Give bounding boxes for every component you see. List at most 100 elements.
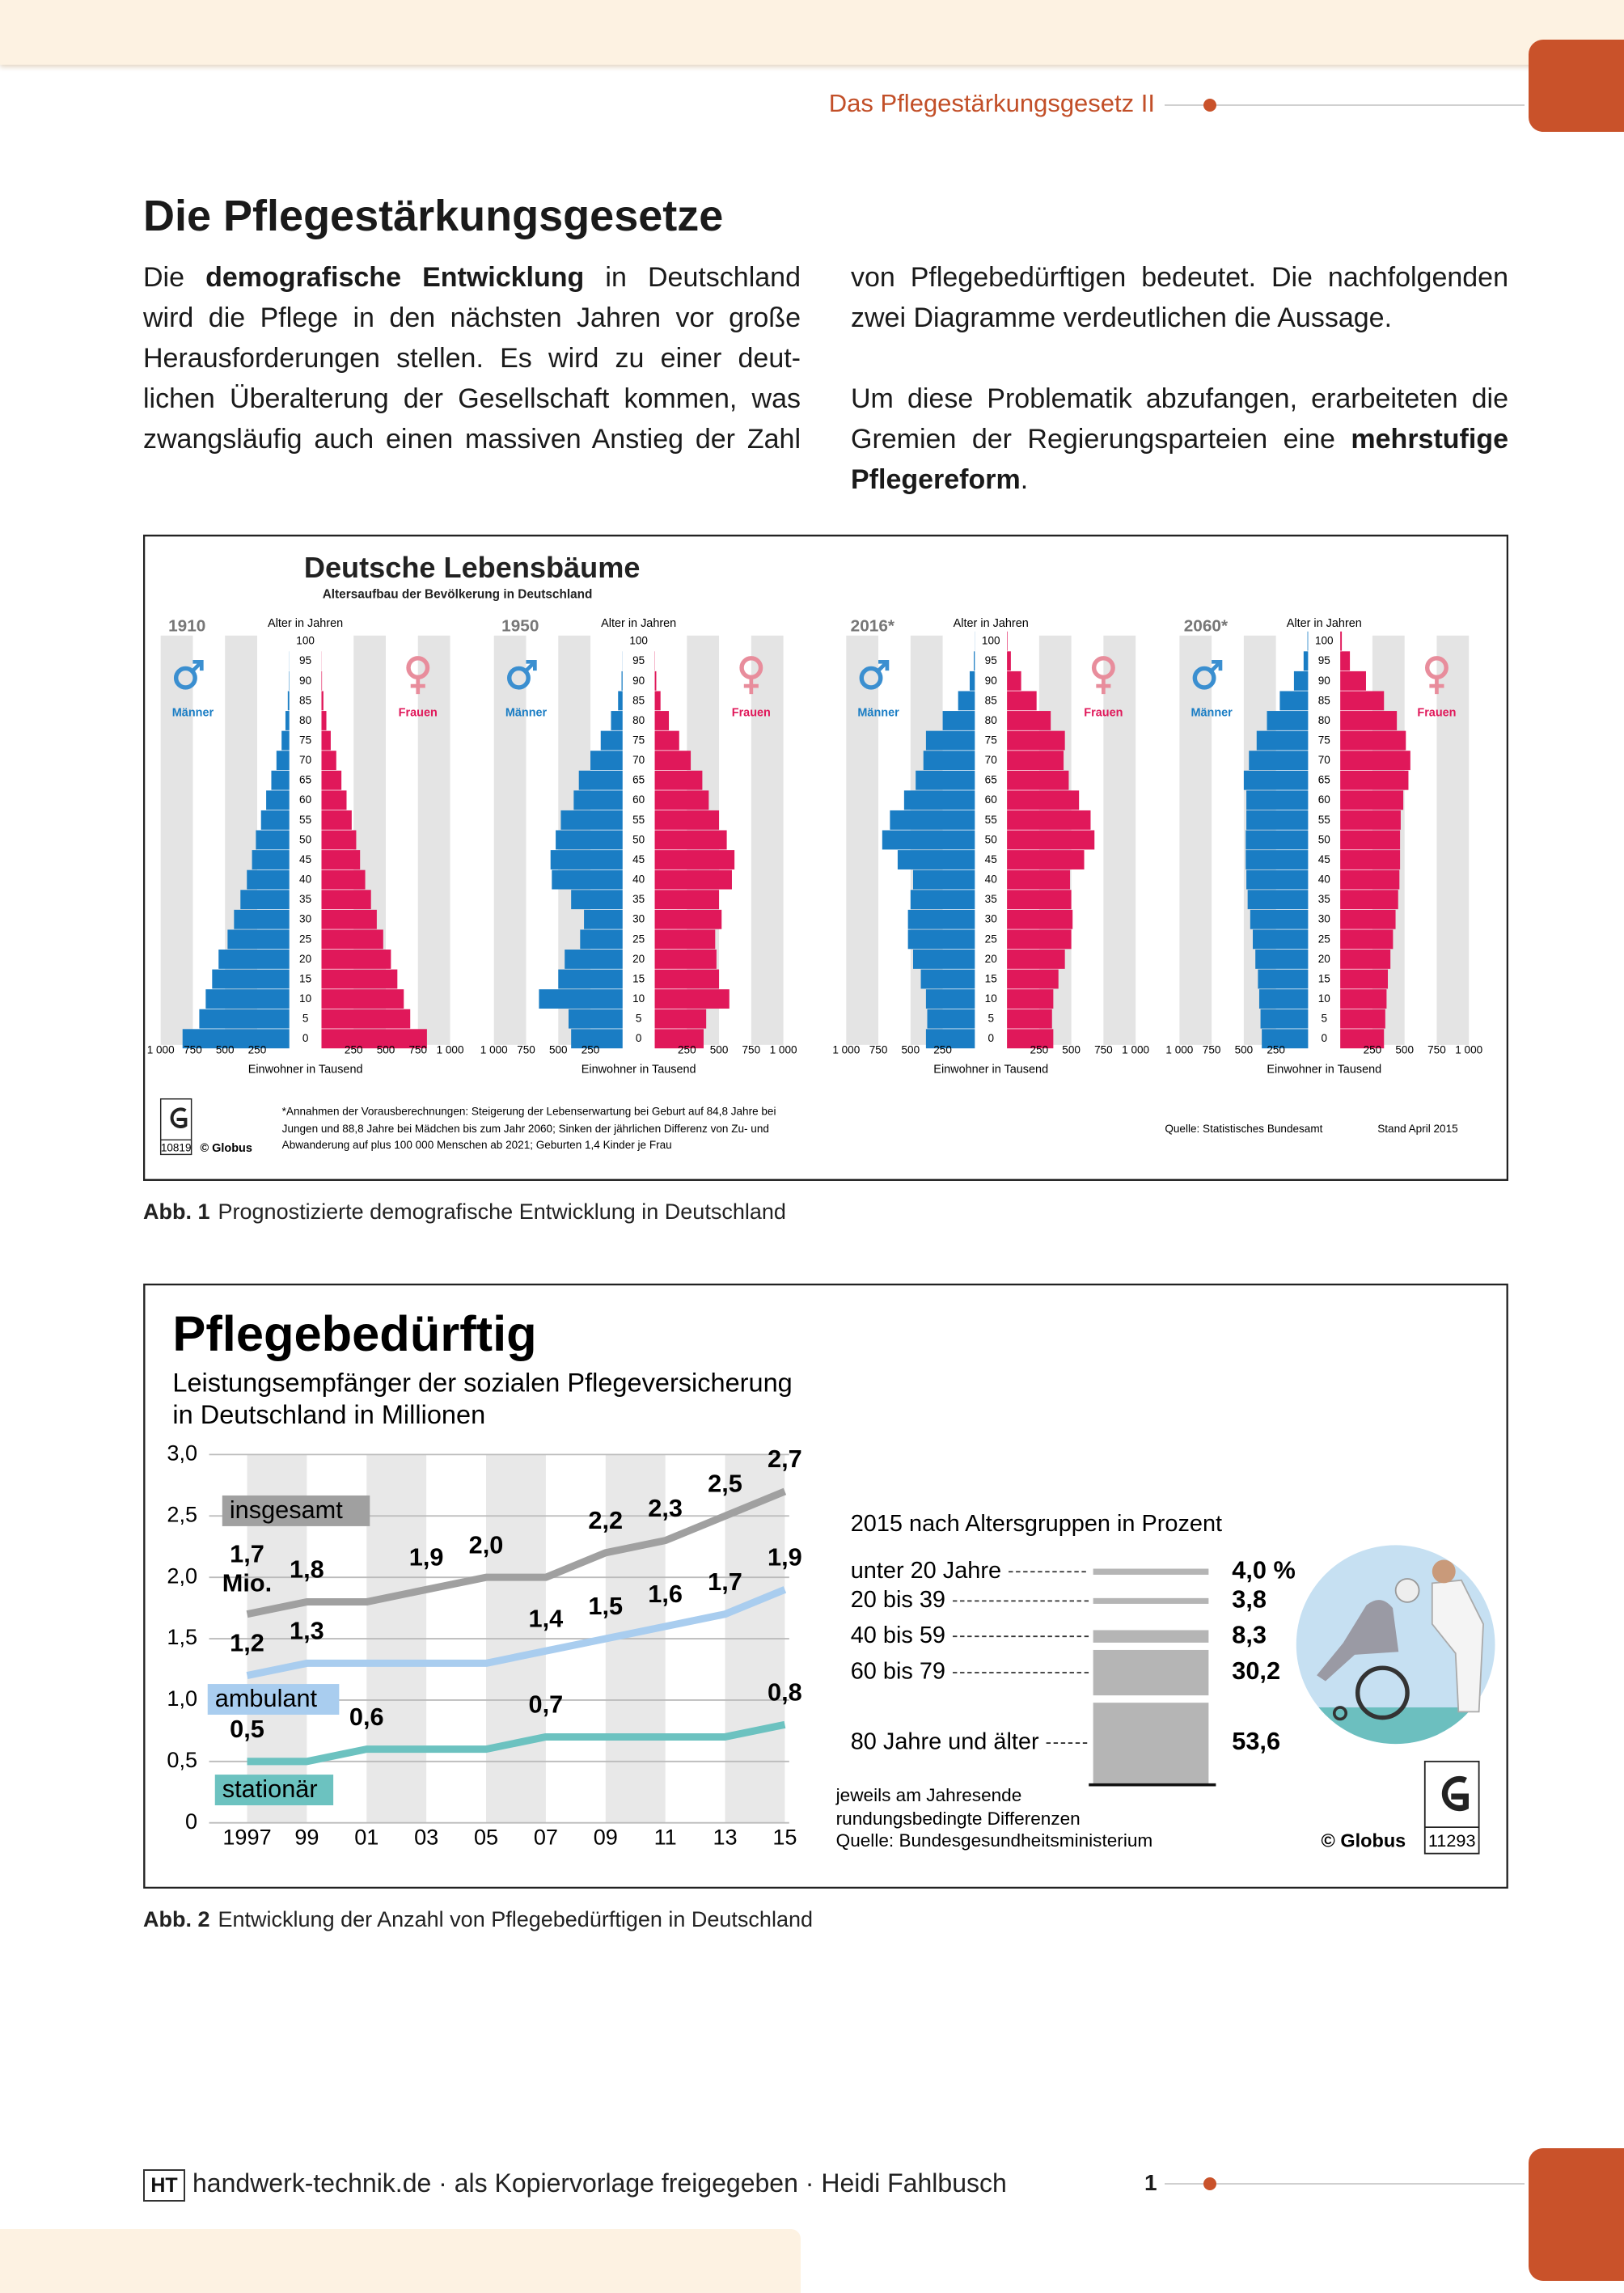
bar (287, 691, 290, 711)
bar (925, 989, 975, 1009)
bar (560, 810, 623, 830)
code: 10819 (161, 1142, 192, 1154)
y-tick-label: 50 (985, 833, 997, 845)
logo-box (1423, 1760, 1480, 1855)
bar (654, 830, 727, 850)
x-tick-label: 11 (654, 1825, 677, 1850)
y-tick-label: 70 (985, 754, 997, 766)
x-tick-label: 750 (184, 1044, 202, 1056)
bar (266, 790, 290, 810)
bar (565, 949, 623, 969)
top-band (0, 0, 1624, 65)
bar (913, 869, 975, 890)
category-label: 60 bis 79 (851, 1659, 945, 1685)
y-tick-label: 0 (988, 1032, 994, 1044)
bar (1340, 810, 1401, 830)
y-tick-label: 2,5 (167, 1501, 197, 1526)
y-tick-label: 90 (632, 675, 645, 687)
bar (1007, 830, 1095, 850)
x-tick-label: 13 (713, 1825, 737, 1850)
rule (1165, 104, 1525, 106)
y-tick-label: 60 (1318, 793, 1330, 806)
bar (916, 770, 975, 790)
bar (654, 989, 730, 1009)
bar (321, 830, 357, 850)
y-tick-label: 45 (1318, 853, 1330, 865)
caption: Abb. 2 Entwicklung der Anzahl von Pflegeb… (143, 1907, 813, 1932)
chart-title: 1910 (168, 616, 205, 635)
bar (571, 1029, 623, 1049)
y-tick-label: 65 (299, 774, 311, 786)
y-tick-label: 50 (299, 833, 311, 845)
legend-label: Frauen (732, 706, 771, 719)
running-title: Das Pflegestärkungsgesetz II (828, 89, 1155, 117)
bar (1007, 711, 1051, 730)
bar (654, 671, 657, 691)
x-tick-label: 250 (1364, 1044, 1382, 1056)
bar (271, 770, 290, 790)
footnote: *Annahmen der Vorausberechnungen: Steige… (282, 1106, 776, 1118)
bar (539, 989, 623, 1009)
bar (580, 929, 623, 950)
bar (1007, 969, 1059, 989)
y-tick-label: 60 (632, 793, 645, 806)
bar (1340, 671, 1366, 691)
y-tick-label: 50 (1318, 833, 1330, 845)
bar (1246, 869, 1309, 890)
y-tick-label: 80 (1318, 714, 1330, 726)
text-run: in Deutschland wird die Pflege in den nä… (143, 262, 1508, 455)
line (246, 1586, 787, 1679)
bar (1340, 890, 1398, 910)
y-tick-label: 5 (302, 1013, 309, 1025)
x-tick-label: 500 (549, 1044, 568, 1056)
bar (1093, 1630, 1209, 1643)
value-label: 1,6 (648, 1580, 683, 1608)
x-tick-label: 750 (742, 1044, 761, 1056)
bar (321, 730, 331, 751)
paragraph: Die demografische Entwicklung in Deutsch… (143, 257, 1508, 508)
logo: HT (143, 2169, 185, 2202)
y-tick-label: 35 (632, 893, 645, 905)
bar (974, 651, 975, 671)
y-tick-label: 35 (1318, 893, 1330, 905)
value-label: 1,7 (230, 1540, 264, 1568)
y-tick-label: 75 (985, 734, 997, 746)
bar (600, 730, 623, 751)
nurse (1431, 1579, 1484, 1713)
bar (907, 909, 975, 929)
bar (1007, 989, 1054, 1009)
date: Stand April 2015 (1377, 1123, 1457, 1135)
bar (1340, 691, 1385, 711)
bar (1267, 711, 1309, 730)
category-label: 80 Jahre und älter (851, 1729, 1039, 1755)
bar (1007, 909, 1073, 929)
bar (1340, 850, 1401, 869)
bar (925, 1029, 975, 1049)
bar (321, 929, 383, 950)
chart-title: 2016* (851, 616, 895, 635)
bar (1340, 969, 1389, 989)
legend-label: Frauen (1084, 706, 1123, 719)
bar (247, 869, 290, 890)
y-tick-label: 100 (296, 635, 315, 647)
x-tick-label: 09 (594, 1825, 618, 1850)
y-tick-label: 50 (632, 833, 645, 845)
y-tick-label: 45 (985, 853, 997, 865)
x-axis-label: Einwohner in Tausend (1267, 1063, 1381, 1076)
y-tick-label: 65 (632, 774, 645, 786)
grid-stripe (1103, 635, 1136, 1045)
bar (276, 751, 290, 771)
y-tick-label: 70 (299, 754, 311, 766)
bar (927, 1009, 975, 1029)
y-tick-label: 40 (632, 874, 645, 886)
bar (550, 850, 623, 869)
value-label: 1,4 (529, 1604, 564, 1632)
value-label: 2,3 (648, 1494, 683, 1522)
bar (321, 969, 398, 989)
y-tick-label: 75 (632, 734, 645, 746)
bar (897, 850, 975, 869)
male-symbol (876, 659, 890, 673)
y-tick-label: 55 (632, 814, 645, 826)
x-tick-label: 750 (1203, 1044, 1221, 1056)
